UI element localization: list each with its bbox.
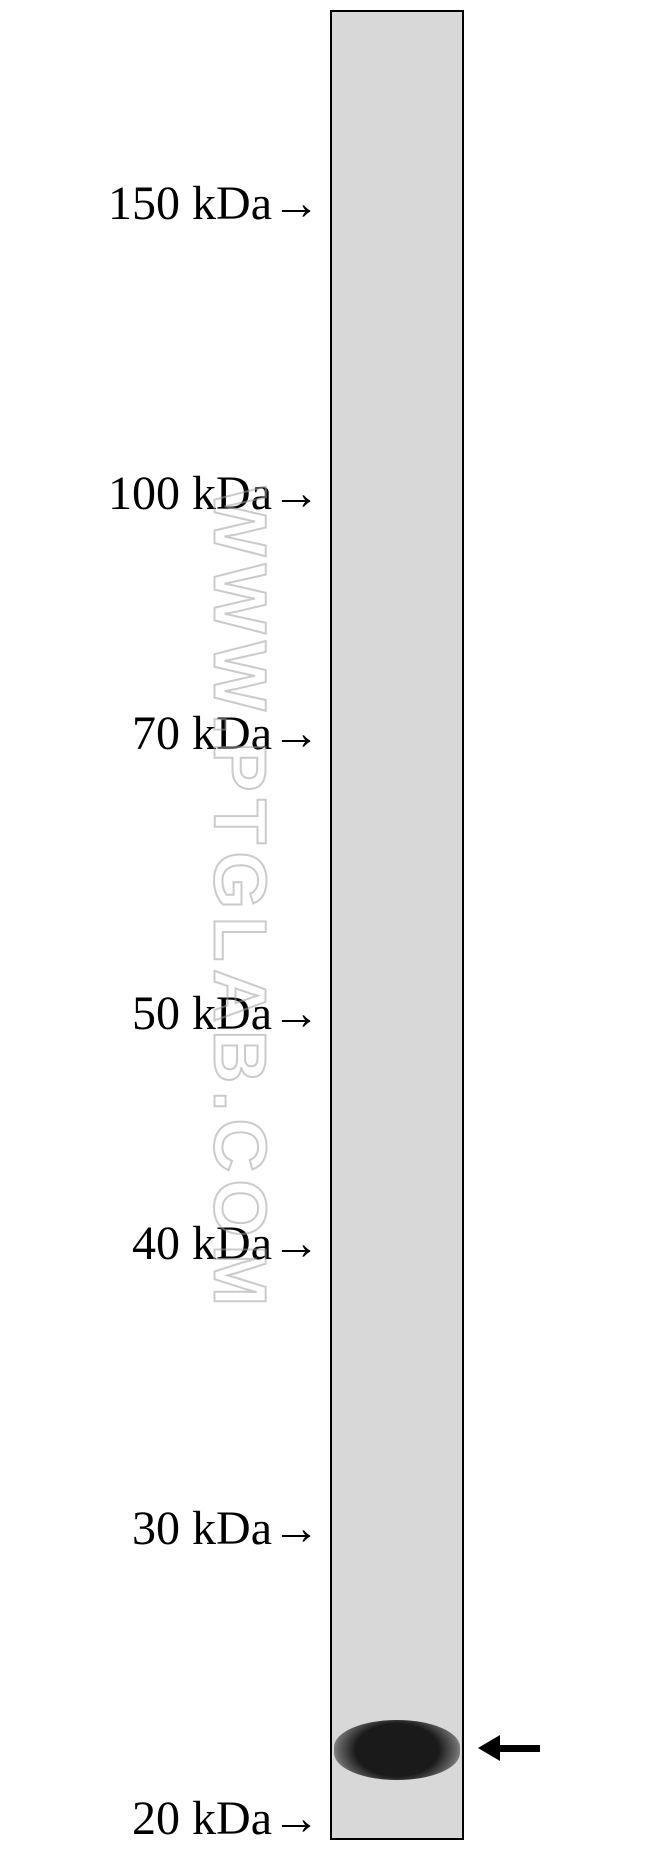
marker-label: 40 kDa→ bbox=[132, 1216, 320, 1271]
arrow-head-icon bbox=[478, 1735, 500, 1761]
marker-label: 70 kDa→ bbox=[132, 706, 320, 761]
watermark-text: WWW.PTGLAB.COM bbox=[198, 486, 283, 1313]
marker-label: 30 kDa→ bbox=[132, 1501, 320, 1556]
protein-band bbox=[334, 1720, 460, 1780]
marker-label: 100 kDa→ bbox=[108, 466, 320, 521]
gel-lane bbox=[330, 10, 464, 1840]
marker-label: 20 kDa→ bbox=[132, 1791, 320, 1846]
marker-label: 50 kDa→ bbox=[132, 986, 320, 1041]
blot-container: 150 kDa→ 100 kDa→ 70 kDa→ 50 kDa→ 40 kDa→ 30 … bbox=[0, 0, 650, 1855]
arrow-shaft bbox=[500, 1745, 540, 1752]
marker-label: 150 kDa→ bbox=[108, 176, 320, 231]
